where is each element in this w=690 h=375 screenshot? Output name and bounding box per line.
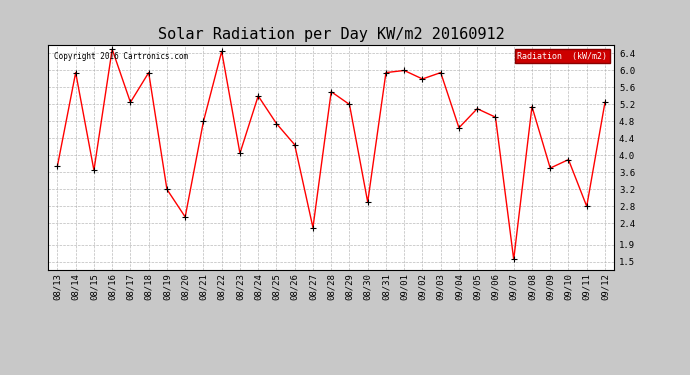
Legend: Radiation  (kW/m2): Radiation (kW/m2) [515,49,610,63]
Title: Solar Radiation per Day KW/m2 20160912: Solar Radiation per Day KW/m2 20160912 [158,27,504,42]
Text: Copyright 2016 Cartronics.com: Copyright 2016 Cartronics.com [54,52,188,61]
